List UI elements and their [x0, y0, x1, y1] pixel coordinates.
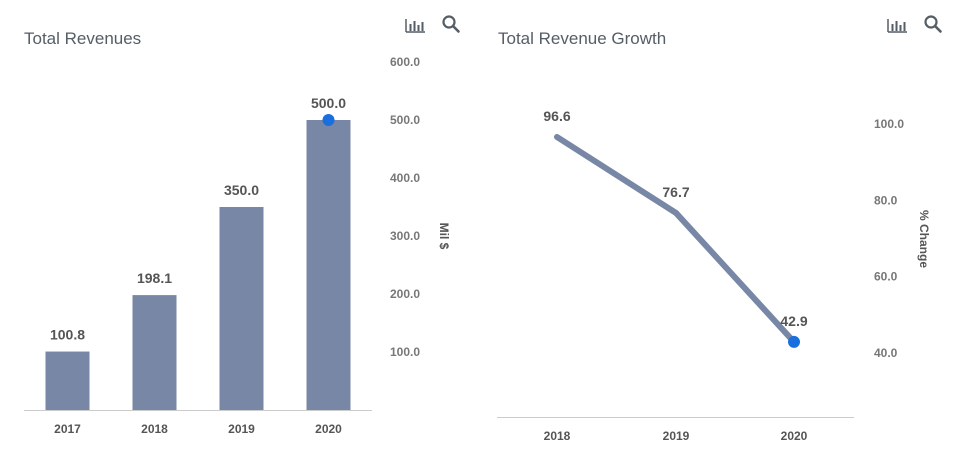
y-axis-label: % Change — [917, 210, 931, 268]
growth-series-line — [554, 133, 797, 345]
y-tick-500.0: 500.0 — [390, 113, 420, 127]
x-tick-2018: 2018 — [544, 429, 571, 443]
chart-title-total-revenues: Total Revenues — [24, 29, 142, 48]
bar-2018[interactable] — [132, 295, 177, 410]
data-label-2019: 350.0 — [224, 182, 259, 198]
x-tick-2019: 2019 — [228, 422, 255, 436]
search-icon[interactable] — [923, 14, 943, 34]
revenue-growth-line-chart: 96.6 76.7 42.9 2018 2019 2020 40.0 60.0 80.0 10… — [497, 108, 931, 443]
y-tick-100.0: 100.0 — [874, 117, 904, 131]
chart-title-total-revenue-growth: Total Revenue Growth — [498, 29, 667, 48]
y-tick-300.0: 300.0 — [390, 229, 420, 243]
data-label-2018: 198.1 — [137, 270, 172, 286]
data-label-2020: 42.9 — [780, 313, 807, 329]
y-tick-100.0: 100.0 — [390, 345, 420, 359]
x-tick-2020: 2020 — [781, 429, 808, 443]
data-label-2017: 100.8 — [50, 327, 85, 343]
bar-2020[interactable] — [306, 120, 351, 410]
y-tick-80.0: 80.0 — [874, 193, 898, 207]
y-tick-600.0: 600.0 — [390, 55, 420, 69]
data-label-2019: 76.7 — [662, 184, 689, 200]
x-tick-2020: 2020 — [315, 422, 342, 436]
y-tick-200.0: 200.0 — [390, 287, 420, 301]
bar-2017[interactable] — [45, 351, 90, 410]
y-tick-60.0: 60.0 — [874, 270, 898, 284]
y-tick-400.0: 400.0 — [390, 171, 420, 185]
y-axis-label: Mil $ — [437, 223, 451, 250]
x-tick-2019: 2019 — [663, 429, 690, 443]
revenue-bar-chart: 100.8 198.1 350.0 500.0 2017 2018 2019 2020 10… — [24, 55, 451, 436]
x-tick-2018: 2018 — [141, 422, 168, 436]
bar-chart-icon[interactable] — [886, 16, 908, 34]
data-label-2018: 96.6 — [543, 108, 570, 124]
highlight-marker — [322, 114, 335, 126]
bar-2019[interactable] — [219, 207, 264, 410]
search-icon[interactable] — [441, 14, 461, 34]
bar-chart-icon[interactable] — [404, 16, 426, 34]
data-label-2020: 500.0 — [311, 95, 346, 111]
y-tick-40.0: 40.0 — [874, 346, 898, 360]
point-2020[interactable] — [788, 335, 800, 348]
x-tick-2017: 2017 — [54, 422, 81, 436]
